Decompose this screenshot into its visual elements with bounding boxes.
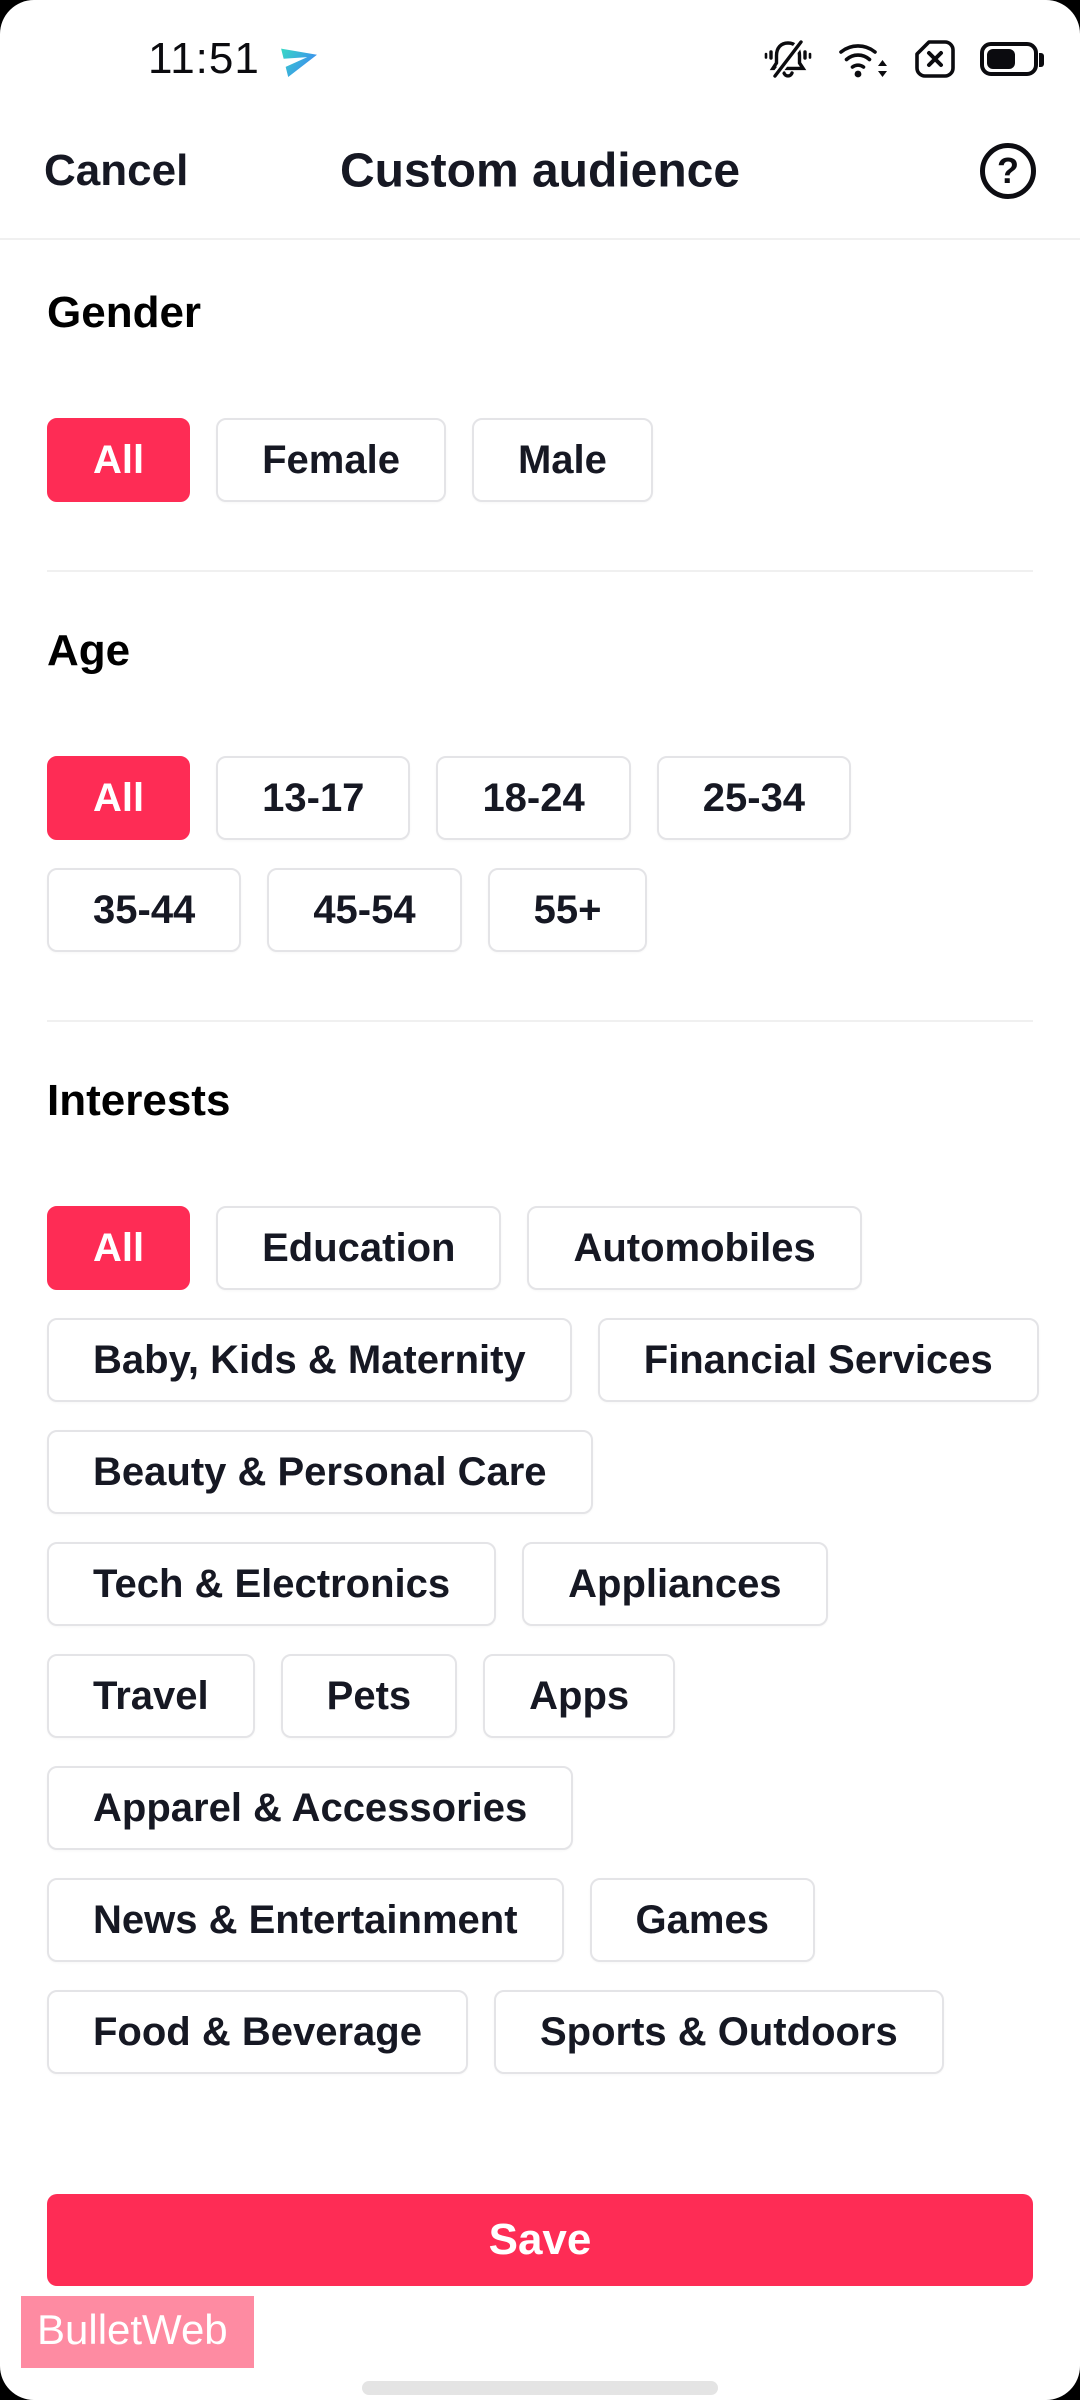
chip-row: Baby, Kids & Maternity Financial Services (47, 1318, 1039, 1402)
chip-row: All Female Male (47, 418, 1033, 502)
chip-row: All Education Automobiles (47, 1206, 1033, 1290)
chip-games[interactable]: Games (589, 1878, 815, 1962)
chip-female[interactable]: Female (216, 418, 446, 502)
chip-education[interactable]: Education (216, 1206, 502, 1290)
section-age: Age All 13-17 18-24 25-34 35-44 45-54 55+ (47, 570, 1033, 1020)
section-gender: Gender All Female Male (47, 240, 1033, 570)
chip-appliances[interactable]: Appliances (522, 1542, 828, 1626)
wifi-icon (839, 44, 887, 78)
section-title-age: Age (47, 626, 131, 675)
send-icon (280, 48, 317, 78)
section-title-gender: Gender (47, 288, 202, 337)
home-indicator[interactable] (362, 2381, 718, 2395)
chip-male[interactable]: Male (471, 418, 653, 502)
status-time: 11:51 (148, 34, 260, 83)
chip-row: Apparel & Accessories (47, 1766, 1033, 1850)
chip-tech-electronics[interactable]: Tech & Electronics (47, 1542, 497, 1626)
chip-row: News & Entertainment Games (47, 1878, 1033, 1962)
chip-financial-services[interactable]: Financial Services (597, 1318, 1039, 1402)
chip-pets[interactable]: Pets (280, 1654, 458, 1738)
chip-18-24[interactable]: 18-24 (436, 756, 631, 840)
battery-icon (980, 42, 1044, 76)
chip-all[interactable]: All (47, 1206, 191, 1290)
status-bar: 11:51 (0, 0, 1080, 104)
status-left: 11:51 (148, 34, 320, 84)
chip-row: All 13-17 18-24 25-34 (47, 756, 1033, 840)
status-right (762, 33, 1044, 85)
section-title-interests: Interests (47, 1076, 231, 1125)
chip-25-34[interactable]: 25-34 (656, 756, 852, 840)
page-title: Custom audience (339, 144, 741, 198)
chip-baby-kids-maternity[interactable]: Baby, Kids & Maternity (47, 1318, 572, 1402)
chip-row: Travel Pets Apps (47, 1654, 1033, 1738)
help-icon[interactable]: ? (980, 143, 1036, 199)
chip-beauty-personal-care[interactable]: Beauty & Personal Care (47, 1430, 593, 1514)
chip-row: Tech & Electronics Appliances (47, 1542, 1033, 1626)
battery-fill (987, 49, 1015, 69)
chip-row: Food & Beverage Sports & Outdoors (47, 1990, 1033, 2074)
chip-apps[interactable]: Apps (483, 1654, 676, 1738)
chip-55[interactable]: 55+ (487, 868, 648, 952)
chip-35-44[interactable]: 35-44 (47, 868, 242, 952)
watermark: BulletWeb (21, 2296, 254, 2368)
chip-apparel-accessories[interactable]: Apparel & Accessories (47, 1766, 574, 1850)
sim-missing-icon (915, 40, 955, 78)
section-interests: Interests All Education Automobiles Baby, K… (47, 1020, 1039, 2074)
chip-all[interactable]: All (47, 418, 191, 502)
chip-automobiles[interactable]: Automobiles (527, 1206, 862, 1290)
chip-food-beverage[interactable]: Food & Beverage (47, 1990, 468, 2074)
chip-news-entertainment[interactable]: News & Entertainment (47, 1878, 564, 1962)
chip-all[interactable]: All (47, 756, 191, 840)
chip-45-54[interactable]: 45-54 (267, 868, 462, 952)
chip-13-17[interactable]: 13-17 (216, 756, 411, 840)
chip-row: Beauty & Personal Care (47, 1430, 1033, 1514)
sections: Gender All Female Male Age All 13-17 18-24 25… (47, 240, 1039, 2074)
cancel-button[interactable]: Cancel (44, 146, 189, 195)
save-button[interactable]: Save (47, 2194, 1033, 2286)
chip-travel[interactable]: Travel (47, 1654, 255, 1738)
chip-row: 35-44 45-54 55+ (47, 868, 1033, 952)
question-mark-glyph: ? (997, 150, 1019, 191)
content: Gender All Female Male Age All 13-17 18-24 25… (0, 240, 1080, 2286)
chip-sports-outdoors[interactable]: Sports & Outdoors (493, 1990, 944, 2074)
header: Cancel Custom audience ? (0, 104, 1080, 240)
ringer-off-icon (764, 38, 812, 80)
